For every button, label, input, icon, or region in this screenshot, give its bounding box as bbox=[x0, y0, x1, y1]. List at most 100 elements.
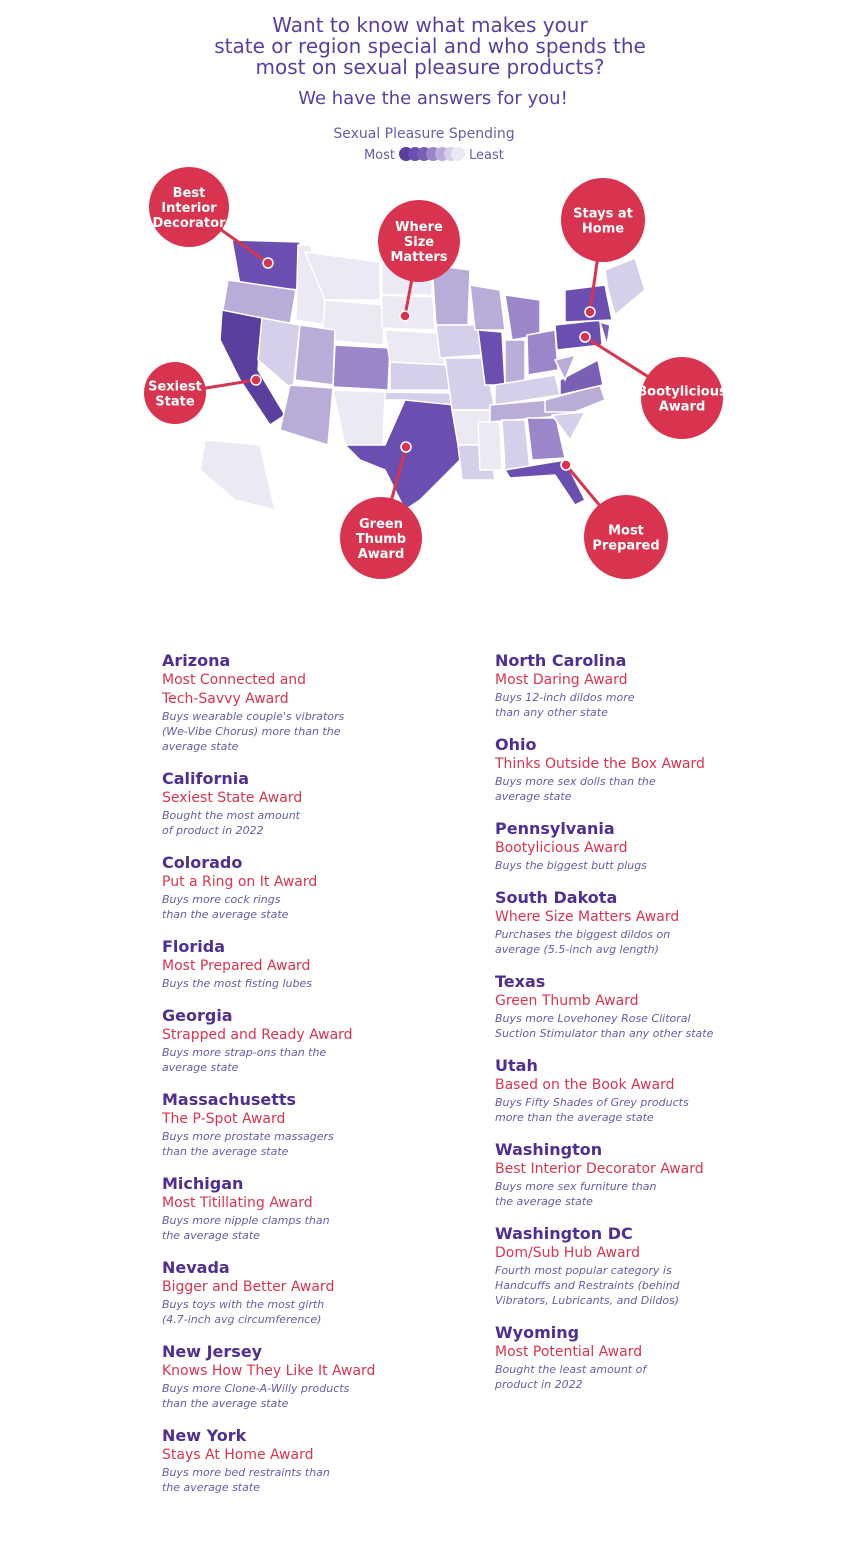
award-description: Buys more cock rings bbox=[162, 893, 281, 906]
award-name: Stays At Home Award bbox=[162, 1447, 314, 1463]
award-entry: Wyoming Most Potential Award Bought the le… bbox=[495, 1323, 825, 1392]
state-name: Washington bbox=[495, 1140, 603, 1159]
award-entry: Washington DC Dom/Sub Hub Award Fourth mos… bbox=[495, 1224, 825, 1308]
us-map bbox=[199, 239, 646, 512]
callout-circle bbox=[561, 178, 645, 262]
state-name: Ohio bbox=[495, 735, 537, 754]
award-name: Where Size Matters Award bbox=[495, 909, 680, 925]
callout-label: Award bbox=[358, 547, 405, 562]
award-name: Most Titillating Award bbox=[162, 1195, 313, 1211]
award-description: than any other state bbox=[495, 706, 608, 719]
callout-circle bbox=[584, 495, 668, 579]
callout-label: Home bbox=[582, 222, 624, 237]
award-name: Thinks Outside the Box Award bbox=[495, 756, 705, 772]
callout-label: Sexiest bbox=[148, 380, 202, 395]
award-entry: New York Stays At Home Award Buys more bed… bbox=[162, 1426, 492, 1495]
callout-pin bbox=[584, 306, 596, 318]
award-entry: Florida Most Prepared Award Buys the most … bbox=[162, 937, 492, 991]
award-description: Bought the most amount bbox=[162, 809, 300, 822]
callout-pin bbox=[579, 331, 591, 343]
legend-title: Sexual Pleasure Spending bbox=[333, 126, 514, 142]
callout-pin bbox=[400, 441, 412, 453]
state-name: South Dakota bbox=[495, 888, 618, 907]
state-name: Massachusetts bbox=[162, 1090, 297, 1109]
award-entry: New Jersey Knows How They Like It Award Bu… bbox=[162, 1342, 492, 1411]
award-description: Suction Stimulator than any other state bbox=[495, 1027, 714, 1040]
award-description: Fourth most popular category is bbox=[495, 1264, 672, 1277]
award-description: Buys more Lovehoney Rose Clitoral bbox=[495, 1012, 691, 1025]
award-description: the average state bbox=[162, 1481, 260, 1494]
callout-label: Bootylicious bbox=[637, 385, 727, 400]
state-name: Washington DC bbox=[495, 1224, 633, 1243]
award-description: Bought the least amount of bbox=[495, 1363, 647, 1376]
award-description: of product in 2022 bbox=[162, 824, 264, 837]
callout-label: Thumb bbox=[356, 532, 406, 547]
callout-label: Matters bbox=[390, 250, 447, 265]
award-description: product in 2022 bbox=[495, 1378, 583, 1391]
award-description: Buys more sex furniture than bbox=[495, 1180, 657, 1193]
award-name: Put a Ring on It Award bbox=[162, 874, 318, 890]
award-name: Based on the Book Award bbox=[495, 1077, 675, 1093]
callout-circle bbox=[149, 167, 229, 247]
callout-label: Decorator bbox=[153, 216, 227, 231]
award-description: Buys more prostate massagers bbox=[162, 1130, 334, 1143]
award-name: Knows How They Like It Award bbox=[162, 1363, 376, 1379]
callout-label: Best bbox=[173, 186, 206, 201]
award-description: more than the average state bbox=[495, 1111, 654, 1124]
award-description: Buys Fifty Shades of Grey products bbox=[495, 1096, 689, 1109]
callout-label: Most bbox=[608, 524, 644, 539]
callout-pin bbox=[560, 459, 572, 471]
award-entry: Washington Best Interior Decorator Award B… bbox=[495, 1140, 825, 1209]
award-entry: South Dakota Where Size Matters Award Purc… bbox=[495, 888, 825, 957]
award-description: the average state bbox=[495, 1195, 593, 1208]
legend-least: Least bbox=[469, 148, 504, 163]
award-description: than the average state bbox=[162, 1145, 289, 1158]
award-description: Buys the most fisting lubes bbox=[162, 977, 312, 990]
callout-label: Where bbox=[395, 220, 443, 235]
callout-pin bbox=[250, 374, 262, 386]
award-description: Buys 12-inch dildos more bbox=[495, 691, 635, 704]
award-entry: Michigan Most Titillating Award Buys more … bbox=[162, 1174, 492, 1243]
award-entry: Ohio Thinks Outside the Box Award Buys mor… bbox=[495, 735, 825, 804]
award-description: Buys the biggest butt plugs bbox=[495, 859, 647, 872]
title-line: state or region special and who spends t… bbox=[214, 34, 646, 58]
state-name: Texas bbox=[495, 972, 546, 991]
award-name: Strapped and Ready Award bbox=[162, 1027, 353, 1043]
callout-circle bbox=[340, 497, 422, 579]
title-line: most on sexual pleasure products? bbox=[256, 55, 605, 79]
award-description: Vibrators, Lubricants, and Dildos) bbox=[495, 1294, 680, 1307]
award-entry: Massachusetts The P-Spot Award Buys more p… bbox=[162, 1090, 492, 1159]
callout-label: Prepared bbox=[592, 539, 659, 554]
award-entry: Utah Based on the Book Award Buys Fifty Sh… bbox=[495, 1056, 825, 1125]
award-name: Most Daring Award bbox=[495, 672, 628, 688]
award-description: (We-Vibe Chorus) more than the bbox=[162, 725, 341, 738]
award-entry: California Sexiest State Award Bought the … bbox=[162, 769, 492, 838]
award-description: (4.7-inch avg circumference) bbox=[162, 1313, 322, 1326]
legend-scale bbox=[399, 147, 465, 161]
callout-label: Size bbox=[404, 235, 434, 250]
award-description: the average state bbox=[162, 1229, 260, 1242]
award-entry: Colorado Put a Ring on It Award Buys more … bbox=[162, 853, 492, 922]
callout-label: State bbox=[155, 395, 195, 410]
award-name: Most Potential Award bbox=[495, 1344, 643, 1360]
callout-circle bbox=[641, 357, 723, 439]
award-description: average (5.5-inch avg length) bbox=[495, 943, 659, 956]
award-column: Arizona Most Connected and Tech-Savvy Awar… bbox=[162, 651, 492, 1510]
callout-pin bbox=[262, 257, 274, 269]
state-name: Arizona bbox=[162, 651, 231, 670]
award-description: Purchases the biggest dildos on bbox=[495, 928, 671, 941]
award-name: Most Connected and bbox=[162, 672, 307, 688]
award-description: Handcuffs and Restraints (behind bbox=[495, 1279, 680, 1292]
state-name: Utah bbox=[495, 1056, 538, 1075]
award-name: Bigger and Better Award bbox=[162, 1279, 335, 1295]
award-entry: Nevada Bigger and Better Award Buys toys w… bbox=[162, 1258, 492, 1327]
award-description: Buys more sex dolls than the bbox=[495, 775, 656, 788]
award-name: Bootylicious Award bbox=[495, 840, 628, 856]
award-name: Dom/Sub Hub Award bbox=[495, 1245, 640, 1261]
